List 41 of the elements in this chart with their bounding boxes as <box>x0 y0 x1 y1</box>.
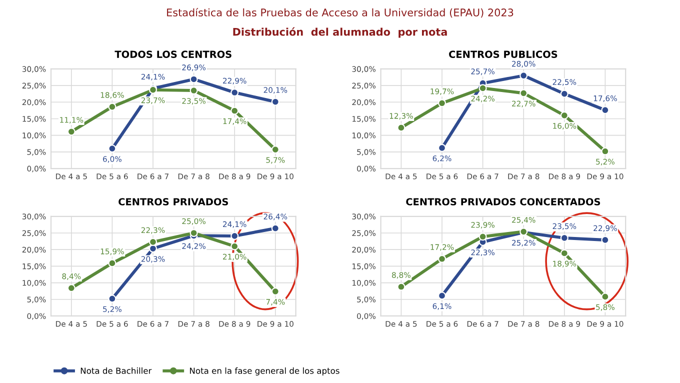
point <box>438 254 446 263</box>
point <box>148 244 158 253</box>
point <box>271 287 280 296</box>
point <box>108 102 116 111</box>
point <box>271 146 280 154</box>
point <box>601 147 610 156</box>
point <box>520 89 528 98</box>
legend-label: Nota de Bachiller <box>80 367 152 374</box>
point <box>560 234 568 242</box>
text: Distribución del alumnado por nota <box>233 27 447 38</box>
point <box>190 75 198 84</box>
chart-title: CENTROS PUBLICOS <box>449 50 558 58</box>
chart-title: CENTROS PRIVADOS CONCERTADOS <box>406 198 600 206</box>
point <box>601 292 610 301</box>
point <box>397 282 406 291</box>
point <box>190 86 198 95</box>
point <box>601 236 610 244</box>
text: Estadística de las Pruebas de Acceso a la Universidad (EPAU) 2023 <box>167 8 514 18</box>
point <box>478 84 487 92</box>
point <box>560 90 568 98</box>
point <box>108 294 116 303</box>
point <box>230 106 239 115</box>
point <box>397 124 406 132</box>
point <box>108 259 116 268</box>
point <box>520 72 528 80</box>
point <box>108 144 116 153</box>
point <box>230 88 239 97</box>
point <box>190 228 198 238</box>
point <box>601 106 610 114</box>
legend-label: Nota en la fase general de los aptos <box>190 367 340 376</box>
point <box>271 224 280 232</box>
point <box>560 249 568 258</box>
chart-title: CENTROS PRIVADOS <box>118 198 228 206</box>
point <box>478 232 487 241</box>
point <box>148 238 158 246</box>
point <box>271 98 280 106</box>
point <box>438 99 446 108</box>
chart-title: TODOS LOS CENTROS <box>114 50 232 58</box>
point <box>230 232 239 240</box>
point <box>560 111 568 120</box>
point <box>230 242 239 250</box>
